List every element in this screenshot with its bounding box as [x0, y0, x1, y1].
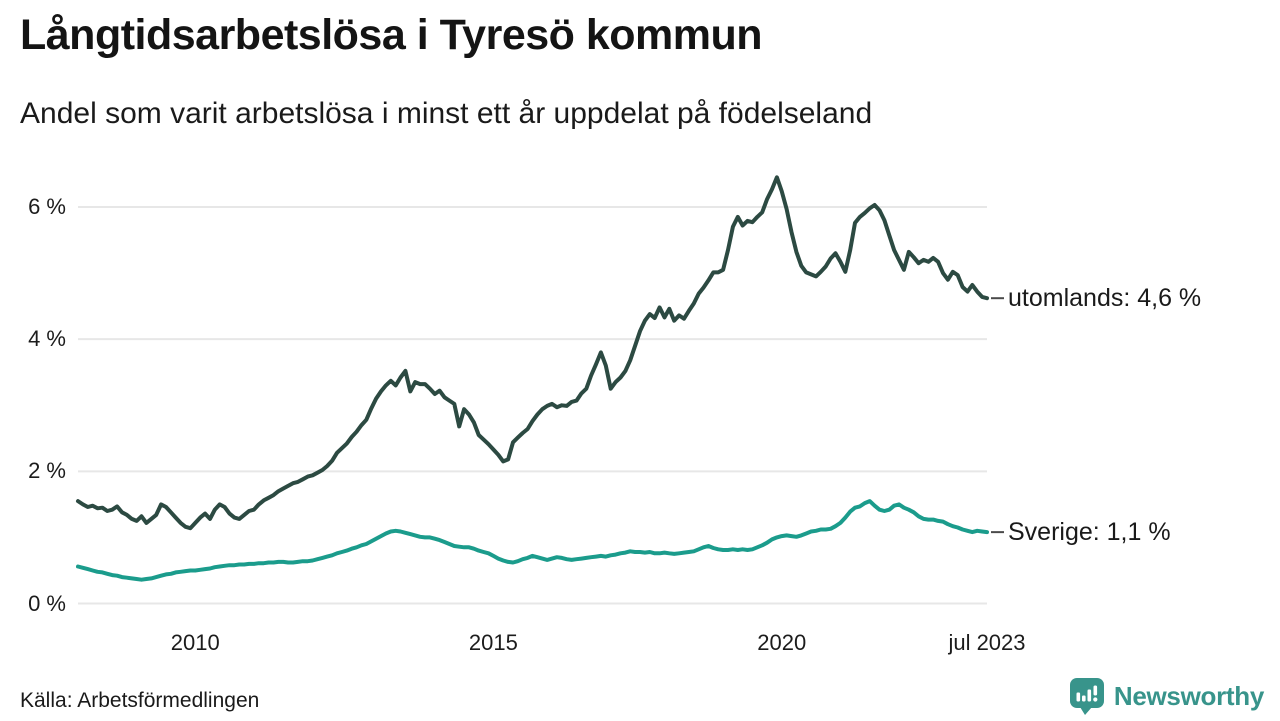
page-title: Långtidsarbetslösa i Tyresö kommun — [20, 11, 763, 59]
series-label-sverige: Sverige: 1,1 % — [1008, 518, 1171, 547]
newsworthy-logo[interactable]: Newsworthy — [1068, 676, 1264, 716]
y-tick-label: 6 % — [28, 194, 66, 219]
chart-series — [76, 175, 989, 582]
gridlines — [78, 206, 987, 605]
x-tick-label: jul 2023 — [948, 630, 1026, 655]
source-note: Källa: Arbetsförmedlingen — [20, 689, 260, 712]
series-line-Sverige — [76, 499, 989, 582]
series-label-utomlands: utomlands: 4,6 % — [1008, 284, 1202, 313]
y-tick-label: 2 % — [28, 458, 66, 484]
x-tick-label: 2010 — [170, 630, 220, 655]
x-tick-label: 2020 — [757, 630, 807, 655]
page-subtitle: Andel som varit arbetslösa i minst ett å… — [20, 97, 873, 130]
x-tick-label: 2015 — [468, 630, 518, 655]
series-line-utomlands — [76, 175, 989, 531]
end-label-ticks — [991, 297, 1004, 534]
y-tick-label: 4 % — [28, 326, 66, 352]
y-tick-label: 0 % — [28, 590, 66, 616]
newsworthy-logo-icon — [1068, 676, 1106, 716]
newsworthy-wordmark: Newsworthy — [1113, 680, 1264, 711]
